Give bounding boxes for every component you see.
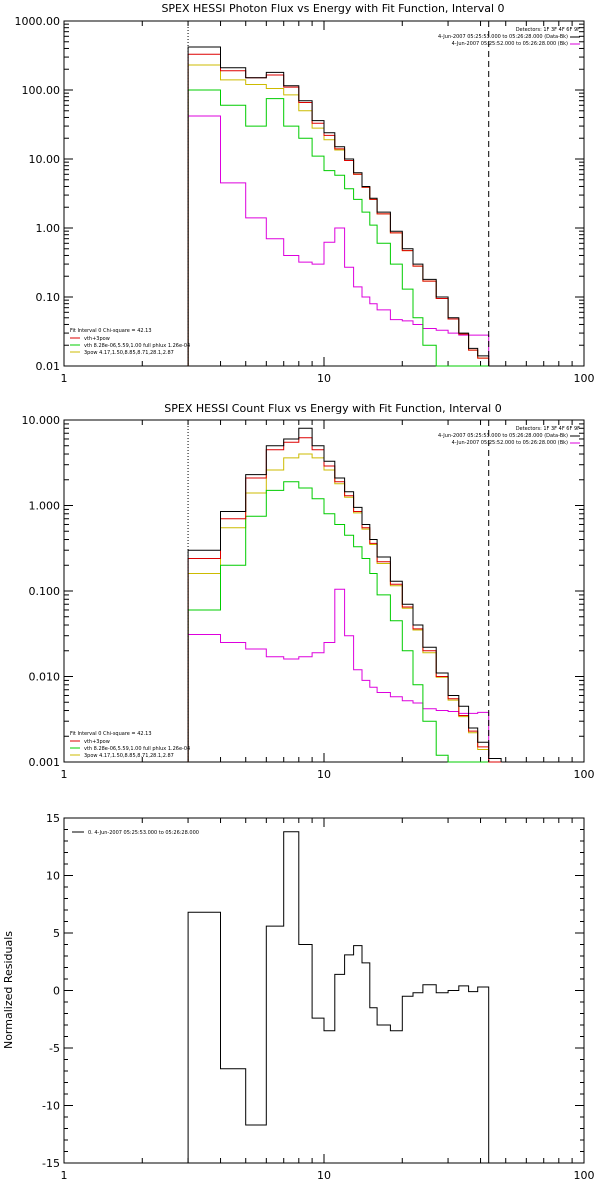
series-step-line <box>187 831 490 1163</box>
photon-flux-title: SPEX HESSI Photon Flux vs Energy with Fi… <box>161 2 504 15</box>
y-tick-label: -15 <box>42 1157 60 1170</box>
fit-vth-label: vth 8.28e-06,5.59,1.00 full phlux 1.26e-… <box>84 746 190 752</box>
detectors-label: Detectors: 1F 3F 4F 6F 9F <box>516 426 580 432</box>
x-tick-label: 10 <box>317 1169 331 1182</box>
count-fit-legend: Fit Interval 0 Chi-square = 42.13 vth+3p… <box>70 731 190 759</box>
x-tick-label: 1 <box>61 768 68 781</box>
x-tick-label: 1 <box>61 1169 68 1182</box>
series-step-line <box>187 46 490 366</box>
y-tick-label: 0.10 <box>36 291 61 304</box>
x-tick-label: 10 <box>317 768 331 781</box>
x-tick-label: 10 <box>317 372 331 385</box>
y-tick-label: 0.010 <box>29 671 61 684</box>
fit-interval-label: Fit Interval 0 Chi-square = 42.13 <box>70 731 152 737</box>
y-tick-label: 15 <box>46 812 60 825</box>
data-interval-label: 4-Jun-2007 05:25:53.000 to 05:26:28.000 … <box>438 34 568 40</box>
photon-fit-legend: Fit Interval 0 Chi-square = 42.13 vth+3p… <box>70 328 190 356</box>
detectors-label: Detectors: 1F 3F 4F 6F 9F <box>516 27 580 33</box>
y-tick-label: 10.00 <box>29 153 61 166</box>
x-tick-label: 1 <box>61 372 68 385</box>
residuals-legend-label: 0. 4-Jun-2007 05:25:53.000 to 05:26:28.0… <box>88 830 199 836</box>
residuals-ylabel: Normalized Residuals <box>2 931 15 1049</box>
fit-total-label: vth+3pow <box>84 739 110 745</box>
series-step-line <box>187 588 502 763</box>
y-tick-label: 0.001 <box>29 756 61 769</box>
fit-3pow-label: 3pow 4.17,1.50,8.85,8.71,28.1,2.87 <box>84 350 174 356</box>
y-tick-label: 0.100 <box>29 585 61 598</box>
residuals-legend: 0. 4-Jun-2007 05:25:53.000 to 05:26:28.0… <box>72 830 199 836</box>
y-tick-label: 1.000 <box>29 500 61 513</box>
y-tick-label: 1.00 <box>36 222 61 235</box>
data-interval-label: 4-Jun-2007 05:25:53.000 to 05:26:28.000 … <box>438 433 568 439</box>
y-tick-label: 0 <box>53 985 60 998</box>
y-tick-label: 10 <box>46 870 60 883</box>
series-step-line <box>187 427 502 762</box>
series-step-line <box>187 115 490 366</box>
y-tick-label: 5 <box>53 927 60 940</box>
series-step-line <box>187 481 502 763</box>
bk-interval-label: 4-Jun-2007 05:25:52.000 to 05:26:28.000 … <box>452 41 568 47</box>
x-tick-label: 100 <box>574 1169 595 1182</box>
count-flux-title: SPEX HESSI Count Flux vs Energy with Fit… <box>164 402 501 415</box>
fit-vth-label: vth 8.28e-06,5.59,1.00 full phlux 1.26e-… <box>84 343 190 349</box>
y-tick-label: -5 <box>49 1042 60 1055</box>
y-tick-label: 100.00 <box>22 84 61 97</box>
y-tick-label: 1000.00 <box>15 15 61 28</box>
fit-3pow-label: 3pow 4.17,1.50,8.85,8.71,28.1,2.87 <box>84 753 174 759</box>
bk-interval-label: 4-Jun-2007 05:25:52.000 to 05:26:28.000 … <box>452 440 568 446</box>
fit-interval-label: Fit Interval 0 Chi-square = 42.13 <box>70 328 152 334</box>
y-tick-label: -10 <box>42 1100 60 1113</box>
residuals-axes-frame <box>63 817 585 1164</box>
series-step-line <box>187 53 490 366</box>
x-tick-label: 100 <box>574 768 595 781</box>
photon-flux-header: Detectors: 1F 3F 4F 6F 9F 4-Jun-2007 05:… <box>438 27 580 47</box>
y-tick-label: 10.000 <box>22 414 61 427</box>
series-step-line <box>187 89 489 367</box>
y-tick-label: 0.01 <box>36 360 61 373</box>
fit-total-label: vth+3pow <box>84 336 110 342</box>
count-flux-header: Detectors: 1F 3F 4F 6F 9F 4-Jun-2007 05:… <box>438 426 580 446</box>
x-tick-label: 100 <box>574 372 595 385</box>
